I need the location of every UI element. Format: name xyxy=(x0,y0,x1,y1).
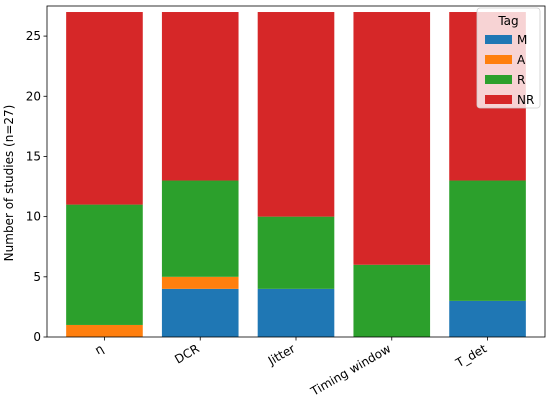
bar-segment-nr-3 xyxy=(353,12,431,265)
bar-segment-m-1 xyxy=(161,288,239,337)
y-tick-label: 20 xyxy=(26,89,41,103)
legend-label-m: M xyxy=(517,33,527,47)
x-tick-label: T_det xyxy=(453,341,490,370)
bar-segment-a-1 xyxy=(161,276,239,289)
bar-segment-r-2 xyxy=(257,216,335,289)
bar-segment-nr-1 xyxy=(161,12,239,181)
x-tick-label: η xyxy=(92,341,106,357)
legend: Tag MAR NR xyxy=(476,7,541,109)
bar-segment-a-0 xyxy=(66,324,143,337)
bar-segment-r-4 xyxy=(449,180,526,301)
legend-swatch-nr xyxy=(485,95,512,104)
y-tick-label: 0 xyxy=(33,330,41,344)
legend-swatch-r xyxy=(485,75,512,84)
bar-segment-m-4 xyxy=(449,300,526,337)
y-tick-label: 25 xyxy=(26,29,41,43)
legend-label-r: R xyxy=(517,73,525,87)
y-tick-label: 5 xyxy=(33,270,41,284)
bar-segment-r-1 xyxy=(161,180,239,277)
x-tick-label: DCR xyxy=(172,341,201,366)
legend-swatch-a xyxy=(485,55,512,64)
bar-segment-r-3 xyxy=(353,264,431,337)
x-tick-label: Timing window xyxy=(308,341,394,399)
bar-segment-nr-0 xyxy=(66,12,143,205)
y-tick-label: 15 xyxy=(26,149,41,163)
bars-layer xyxy=(66,12,526,337)
y-tick-label: 10 xyxy=(26,210,41,224)
bar-segment-m-2 xyxy=(257,288,335,337)
legend-label-nr: NR xyxy=(517,93,534,107)
legend-label-a: A xyxy=(517,53,526,67)
legend-swatch-m xyxy=(485,35,512,44)
x-tick-label: Jitter xyxy=(265,341,298,368)
bar-segment-nr-2 xyxy=(257,12,335,217)
y-axis-label: Number of studies (n=27) xyxy=(2,105,16,262)
bar-segment-r-0 xyxy=(66,204,143,325)
legend-title: Tag xyxy=(497,14,518,28)
